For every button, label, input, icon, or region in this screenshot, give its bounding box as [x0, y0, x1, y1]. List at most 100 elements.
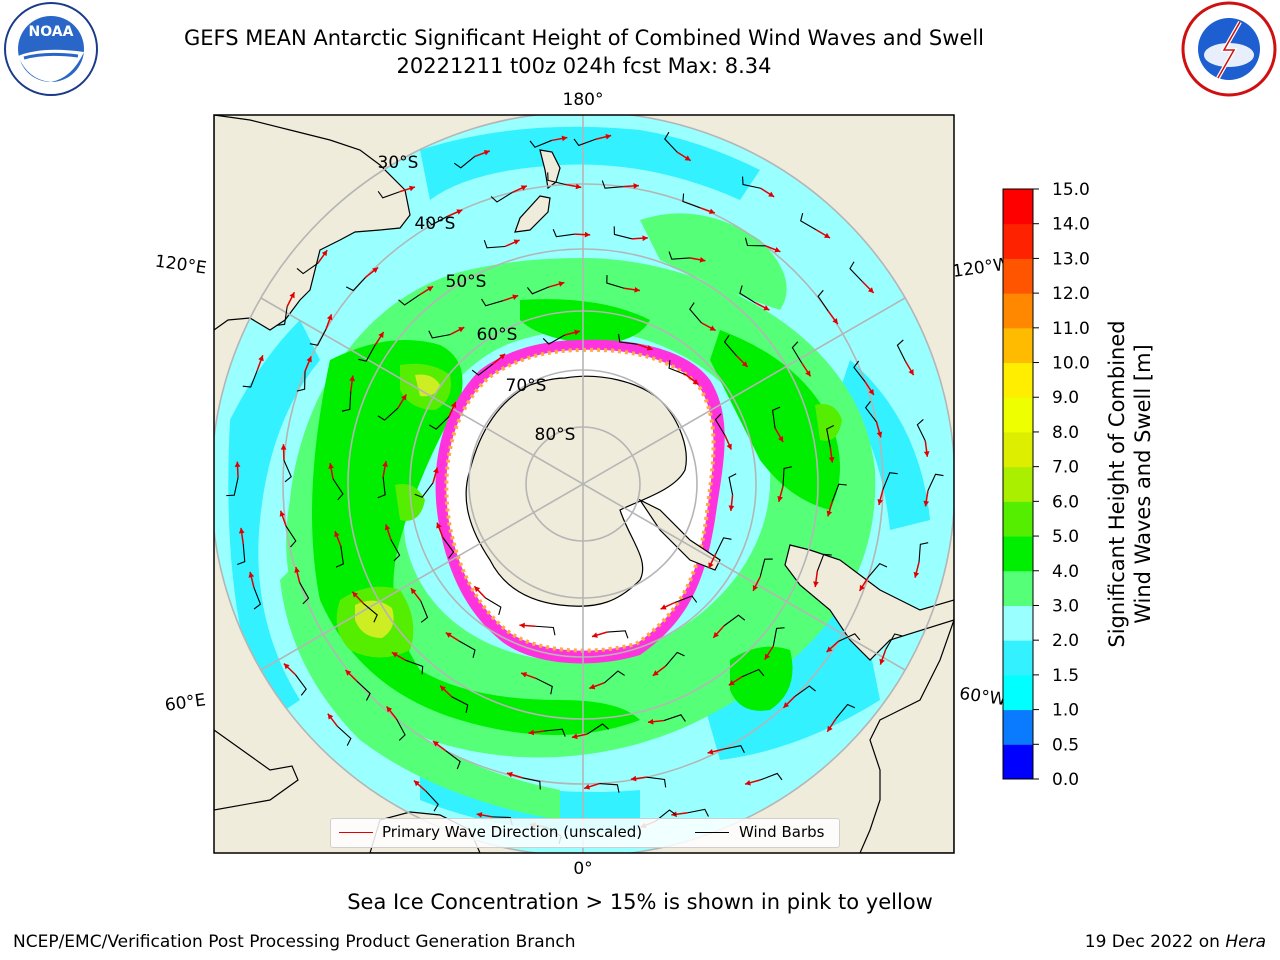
wave-direction-arrowhead	[876, 431, 883, 438]
wind-barb	[276, 306, 288, 326]
footer-date: 19 Dec 2022 on Hera	[1085, 932, 1266, 952]
wave-direction-arrowhead	[334, 531, 340, 538]
wave-direction-arrowhead	[868, 388, 874, 395]
colorbar-tick-label: 13.0	[1052, 249, 1090, 269]
wave-direction-arrowhead	[321, 250, 328, 257]
colorbar-segment	[1003, 397, 1033, 433]
wind-barb	[599, 783, 620, 793]
wind-barb	[253, 587, 262, 610]
wave-direction-arrowhead	[652, 670, 659, 676]
wind-barb	[485, 597, 502, 615]
noaa-logo-text: NOAA	[29, 24, 74, 40]
wind-barb	[285, 525, 297, 548]
wind-barb	[864, 400, 877, 423]
lat-label-40: 40°S	[415, 214, 456, 234]
colorbar-segment	[1003, 674, 1033, 711]
legend-wind-barb-swatch	[695, 832, 729, 833]
colorbar-label-line2: Wind Waves and Swell [m]	[1131, 344, 1155, 624]
wind-barb	[896, 339, 906, 362]
wind-barb	[782, 466, 792, 487]
wave-direction-arrowhead	[709, 208, 715, 214]
wave-direction-arrowhead	[326, 314, 333, 321]
wave-direction-arrowhead	[763, 305, 770, 311]
wave-direction-arrowhead	[521, 672, 528, 678]
lon-label-top: 180°	[563, 90, 604, 110]
wind-barb	[425, 790, 439, 812]
antarctica-land	[465, 375, 687, 607]
wind-barb	[835, 703, 856, 719]
wave-direction-arrowhead	[605, 133, 612, 140]
lat-label-30: 30°S	[378, 153, 419, 173]
wind-barb	[296, 371, 306, 392]
wind-barb	[867, 562, 888, 578]
wave-direction-arrowhead	[633, 183, 639, 189]
south-america-land	[784, 544, 954, 661]
legend-wind-barb-label: Wind Barbs	[739, 823, 825, 841]
wave-direction-arrowhead	[584, 231, 591, 238]
wind-barb	[242, 370, 258, 388]
wave-direction-arrowhead	[692, 379, 699, 385]
wave-direction-arrowhead	[328, 463, 334, 469]
wave-direction-arrowhead	[709, 325, 716, 331]
colorbar-tick-label: 15.0	[1052, 180, 1090, 200]
wind-barb	[714, 413, 726, 436]
wave-direction-arrowhead	[877, 499, 883, 505]
wind-barb	[295, 674, 307, 696]
wave-direction-arrowhead	[589, 683, 596, 690]
wave-direction-arrowhead	[647, 718, 654, 725]
wave-band-1.5-2	[420, 126, 760, 200]
wave-direction-arrowhead	[458, 327, 465, 333]
wave-direction-arrowhead	[456, 209, 463, 215]
wave-direction-arrowhead	[591, 632, 598, 638]
wind-barb	[838, 633, 861, 642]
wave-direction-arrowhead	[280, 444, 287, 450]
wind-barb	[606, 275, 625, 289]
wind-barb	[483, 240, 505, 249]
colorbar-segment	[1003, 501, 1033, 537]
wind-barb	[535, 677, 553, 695]
wave-direction-arrowhead	[859, 584, 865, 591]
page-subtitle: 20221211 t00z 024h fcst Max: 8.34	[396, 54, 772, 78]
wave-direction-arrows	[234, 133, 930, 829]
wave-direction-arrowhead	[410, 588, 417, 595]
wave-band-1.5-2	[228, 320, 320, 720]
colorbar-segment	[1003, 536, 1033, 572]
wave-direction-arrowhead	[558, 281, 565, 287]
wave-direction-arrowhead	[520, 185, 527, 191]
colorbar-tick-label: 0.5	[1052, 735, 1079, 755]
page-title: GEFS MEAN Antarctic Significant Height o…	[183, 26, 985, 50]
wind-barb	[428, 416, 450, 430]
wind-barb	[817, 289, 829, 312]
wind-barb	[744, 237, 766, 247]
wind-barb	[603, 670, 625, 684]
colorbar-segment	[1003, 293, 1033, 329]
africa-land	[214, 729, 299, 811]
lat-label-70: 70°S	[506, 376, 547, 396]
noaa-logo: NOAA	[4, 2, 98, 96]
wave-direction-arrowhead	[908, 369, 914, 376]
wind-barb	[420, 600, 429, 623]
lon-label-bottom: 0°	[573, 859, 592, 879]
wind-barb	[490, 191, 513, 203]
wind-barb	[552, 229, 575, 238]
wave-direction-arrowhead	[813, 581, 819, 587]
wind-barb	[668, 251, 690, 260]
wind-barb	[682, 193, 701, 209]
wind-barb	[882, 472, 898, 490]
wind-barb	[377, 407, 399, 421]
colorbar-segment	[1003, 258, 1033, 294]
wind-barb	[547, 172, 566, 186]
wave-direction-arrowhead	[805, 370, 811, 377]
wind-barb	[800, 212, 817, 231]
sea-ice-margin	[444, 347, 716, 653]
wave-direction-arrowhead	[294, 567, 300, 573]
wind-barb	[414, 482, 434, 498]
wave-direction-arrowhead	[391, 652, 398, 658]
wave-direction-arrowhead	[382, 461, 388, 467]
wave-direction-arrowhead	[646, 345, 653, 351]
wave-direction-arrowhead	[283, 663, 290, 670]
wind-barb	[831, 483, 847, 502]
wind-barb	[607, 630, 629, 639]
wind-barb	[927, 473, 944, 491]
